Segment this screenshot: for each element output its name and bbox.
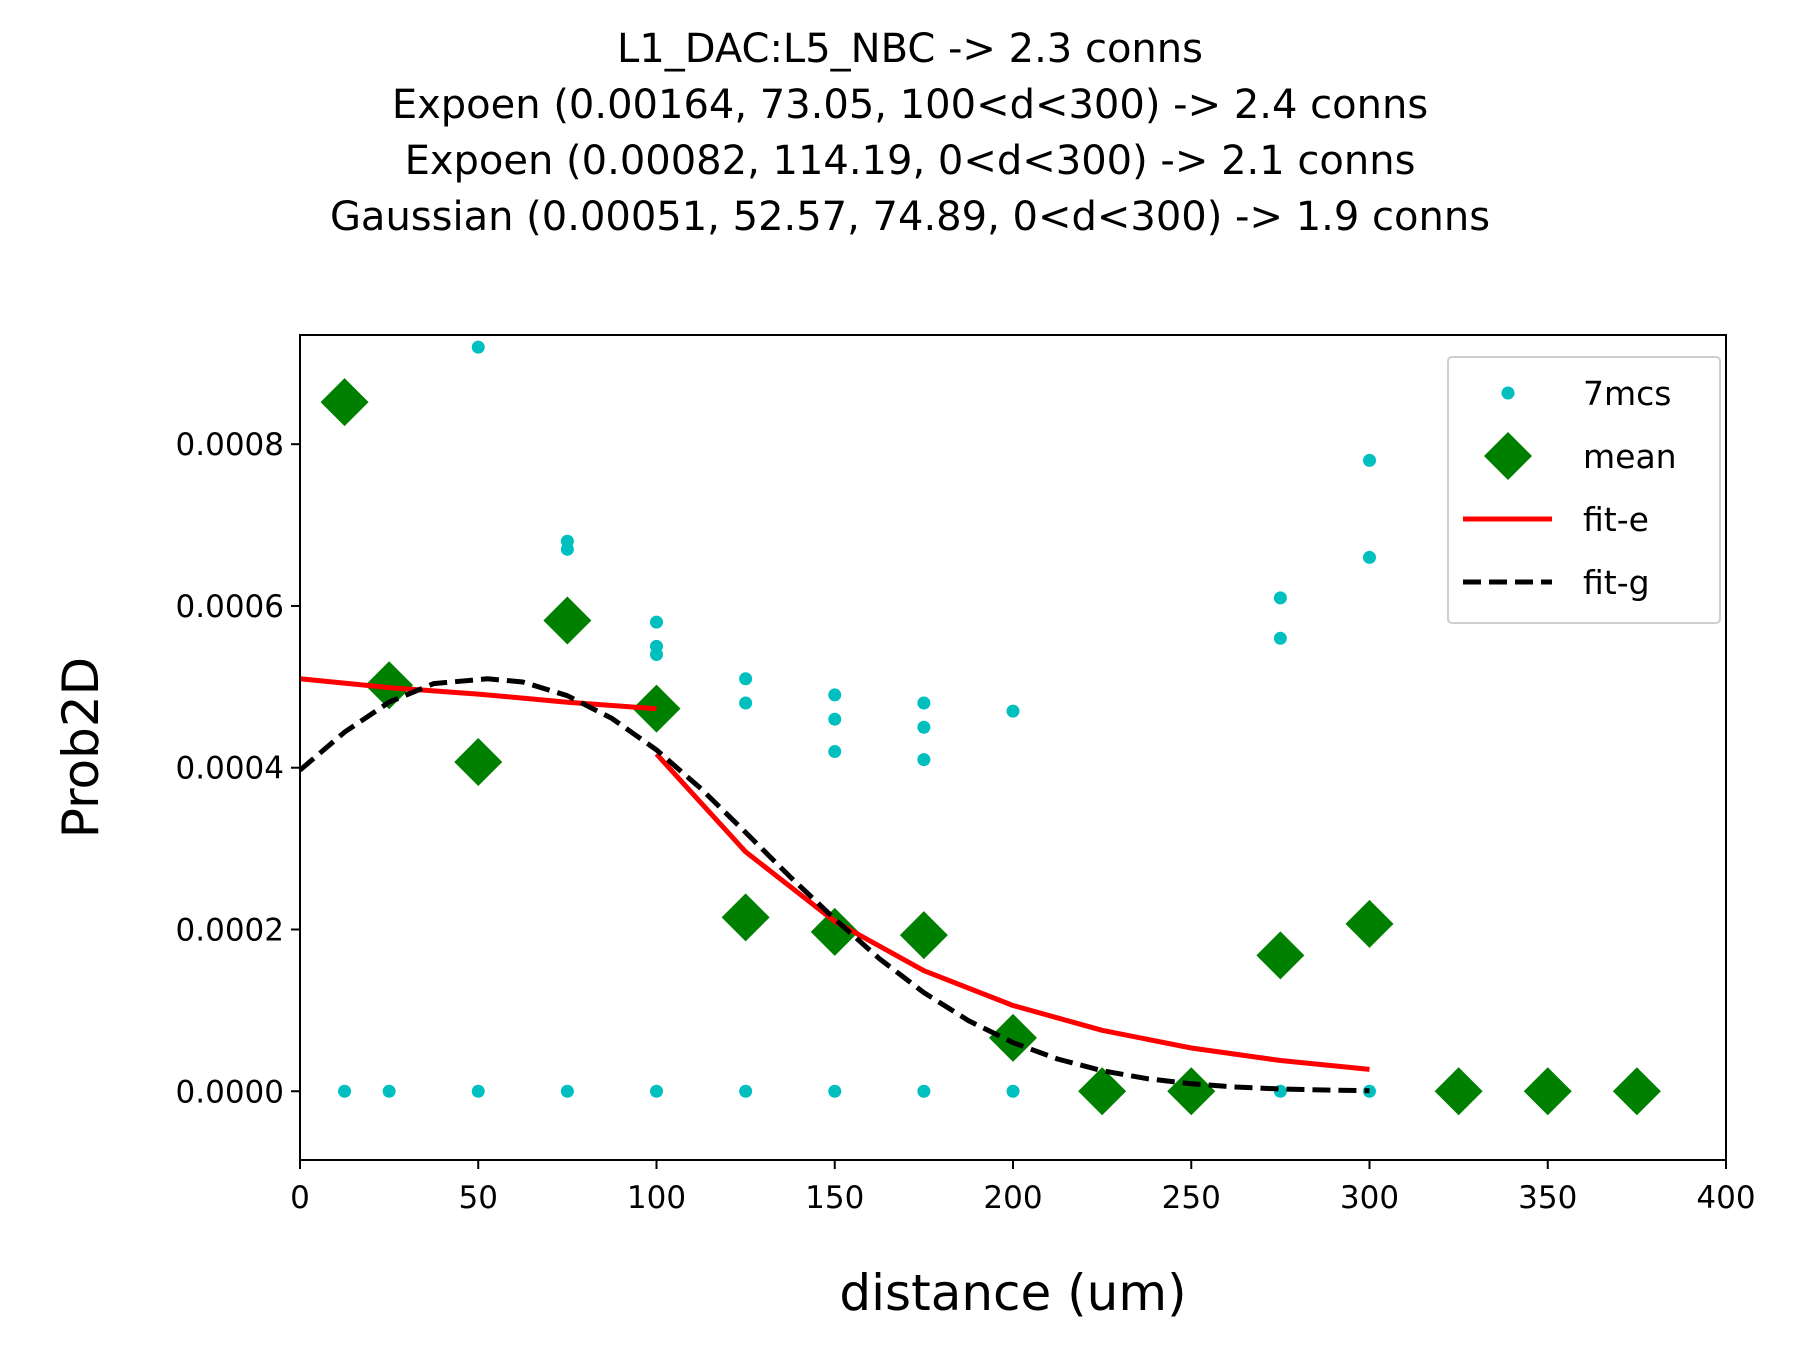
data-point-7mcs — [560, 1084, 574, 1098]
title-line: L1_DAC:L5_NBC -> 2.3 conns — [617, 26, 1203, 72]
plot-area — [298, 340, 1661, 1116]
legend-label-7mcs: 7mcs — [1583, 374, 1671, 413]
y-tick-label: 0.0008 — [176, 427, 284, 463]
x-tick-label: 0 — [290, 1180, 310, 1216]
title-line: Gaussian (0.00051, 52.57, 74.89, 0<d<300… — [330, 194, 1490, 240]
data-point-7mcs — [828, 1084, 842, 1098]
data-point-7mcs — [1363, 550, 1376, 564]
data-point-mean — [1345, 899, 1394, 948]
x-axis-label: distance (um) — [839, 1264, 1186, 1322]
data-point-7mcs — [828, 712, 842, 726]
legend: 7mcs mean fit-e fit-g — [1447, 356, 1721, 624]
series-layer — [298, 340, 1661, 1116]
data-point-mean — [1167, 1067, 1216, 1116]
y-axis: 0.0000 0.0002 0.0004 0.0006 0.0008 — [176, 427, 300, 1110]
data-point-7mcs — [917, 1084, 931, 1098]
y-tick-label: 0.0002 — [176, 912, 284, 948]
legend-box — [1447, 356, 1721, 624]
data-point-mean — [810, 907, 859, 956]
x-tick-label: 100 — [627, 1180, 686, 1216]
data-point-mean — [899, 911, 948, 960]
data-point-7mcs — [382, 1084, 396, 1098]
data-point-7mcs — [650, 1084, 663, 1098]
data-point-mean — [989, 1013, 1037, 1062]
data-point-7mcs — [1273, 591, 1287, 605]
series-fit-g — [298, 676, 1370, 1094]
series-line-fit-g — [298, 676, 1370, 1094]
y-axis-label: Prob2D — [52, 657, 110, 838]
data-point-7mcs — [1363, 453, 1376, 467]
title-line: Expoen (0.00164, 73.05, 100<d<300) -> 2.… — [392, 82, 1428, 128]
data-point-mean — [721, 893, 770, 942]
legend-label-fit-e: fit-e — [1583, 500, 1649, 539]
title-line: Expoen (0.00082, 114.19, 0<d<300) -> 2.1… — [405, 138, 1416, 184]
legend-marker-mean — [1484, 432, 1532, 480]
data-point-7mcs — [1006, 1084, 1020, 1098]
chart-title: L1_DAC:L5_NBC -> 2.3 conns Expoen (0.0016… — [330, 26, 1490, 240]
series-line-fit-e — [299, 676, 657, 712]
data-point-7mcs — [1363, 1084, 1376, 1098]
data-point-7mcs — [828, 688, 842, 702]
data-point-7mcs — [739, 1084, 753, 1098]
data-point-mean — [1523, 1067, 1572, 1116]
data-point-mean — [454, 738, 503, 787]
x-tick-label: 250 — [1162, 1180, 1221, 1216]
data-point-7mcs — [471, 1084, 485, 1098]
data-point-7mcs — [1006, 704, 1020, 718]
data-point-mean — [543, 596, 592, 645]
y-tick-label: 0.0000 — [176, 1074, 284, 1110]
series-mean — [320, 378, 1661, 1116]
x-tick-label: 400 — [1696, 1180, 1755, 1216]
data-point-7mcs — [917, 753, 931, 767]
data-point-7mcs — [828, 745, 842, 759]
data-point-7mcs — [650, 615, 663, 629]
data-point-7mcs — [560, 542, 574, 556]
data-point-7mcs — [917, 696, 931, 710]
data-point-7mcs — [471, 340, 485, 354]
legend-label-mean: mean — [1583, 437, 1677, 476]
x-tick-label: 350 — [1518, 1180, 1577, 1216]
y-tick-label: 0.0004 — [176, 751, 284, 787]
legend-label-fit-g: fit-g — [1583, 563, 1650, 602]
series-7mcs — [338, 340, 1376, 1098]
y-tick-label: 0.0006 — [176, 589, 284, 625]
data-point-mean — [1256, 931, 1305, 980]
x-tick-label: 300 — [1340, 1180, 1399, 1216]
x-tick-label: 50 — [459, 1180, 498, 1216]
data-point-7mcs — [338, 1084, 352, 1098]
data-point-7mcs — [739, 672, 753, 686]
series-fit-e — [299, 676, 1370, 1072]
data-point-7mcs — [917, 720, 931, 734]
x-tick-label: 200 — [983, 1180, 1042, 1216]
data-point-mean — [1078, 1067, 1127, 1116]
legend-marker-7mcs — [1501, 386, 1515, 400]
x-axis: 0 50 100 150 200 250 300 350 400 — [290, 1160, 1756, 1216]
data-point-7mcs — [739, 696, 753, 710]
data-point-7mcs — [1273, 631, 1287, 645]
x-tick-label: 150 — [805, 1180, 864, 1216]
data-point-7mcs — [650, 647, 663, 661]
series-line-fit-e — [654, 752, 1370, 1072]
data-point-mean — [1612, 1067, 1661, 1116]
data-point-mean — [1434, 1067, 1483, 1116]
data-point-mean — [320, 378, 369, 427]
